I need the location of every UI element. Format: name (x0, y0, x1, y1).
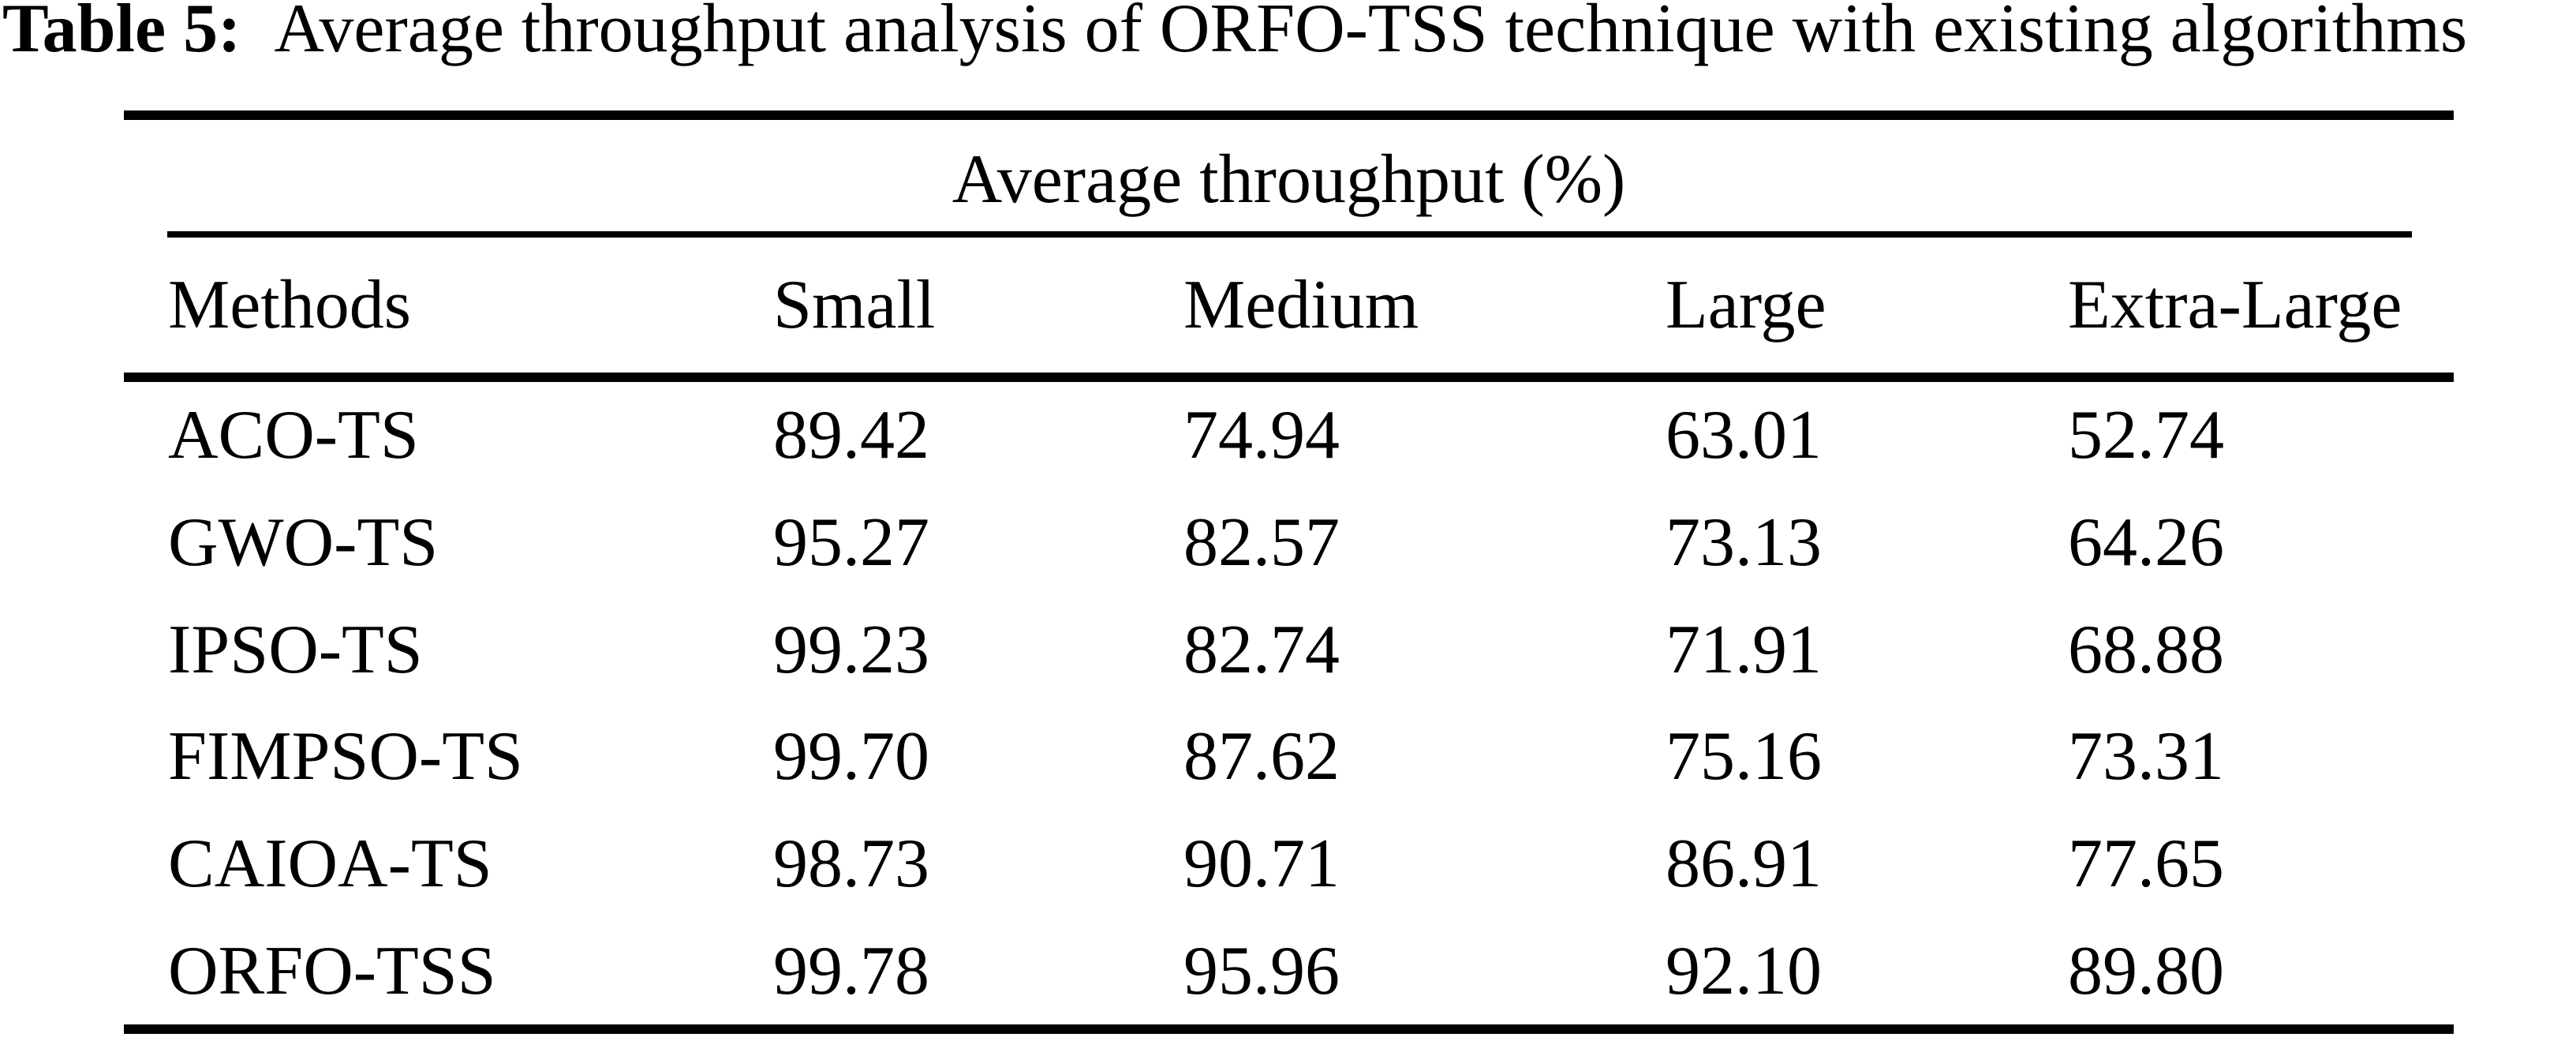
table-row: ACO-TS 89.42 74.94 63.01 52.74 (124, 382, 2454, 489)
method-cell: ACO-TS (168, 397, 419, 474)
col-header-large: Large (1666, 267, 1826, 343)
table-header-row: Methods Small Medium Large Extra-Large (124, 238, 2454, 373)
method-cell: FIMPSO-TS (168, 718, 523, 796)
value-cell-extra-large: 73.31 (2068, 718, 2224, 796)
table-row: FIMPSO-TS 99.70 87.62 75.16 73.31 (124, 703, 2454, 811)
value-cell-large: 73.13 (1666, 504, 1822, 581)
col-header-methods: Methods (168, 267, 411, 343)
table-caption-label: Table 5: (2, 0, 241, 67)
value-cell-small: 89.42 (773, 397, 929, 474)
table-top-rule (124, 110, 2454, 120)
value-cell-small: 98.73 (773, 825, 929, 902)
table-row: IPSO-TS 99.23 82.74 71.91 68.88 (124, 596, 2454, 703)
value-cell-medium: 90.71 (1183, 825, 1340, 902)
table-row: GWO-TS 95.27 82.57 73.13 64.26 (124, 489, 2454, 597)
throughput-table: Average throughput (%) Methods Small Med… (124, 110, 2454, 1034)
value-cell-small: 99.78 (773, 932, 929, 1009)
table-span-header: Average throughput (%) (124, 120, 2454, 231)
value-cell-medium: 95.96 (1183, 932, 1340, 1009)
method-cell: GWO-TS (168, 504, 439, 581)
table-bottom-rule (124, 1024, 2454, 1034)
method-cell: IPSO-TS (168, 611, 423, 688)
value-cell-extra-large: 64.26 (2068, 504, 2224, 581)
value-cell-medium: 82.74 (1183, 611, 1340, 688)
value-cell-small: 99.70 (773, 718, 929, 796)
col-header-small: Small (773, 267, 936, 343)
value-cell-large: 86.91 (1666, 825, 1822, 902)
value-cell-large: 75.16 (1666, 718, 1822, 796)
span-header-underline (167, 231, 2412, 238)
value-cell-extra-large: 77.65 (2068, 825, 2224, 902)
value-cell-extra-large: 52.74 (2068, 397, 2224, 474)
method-cell: ORFO-TSS (168, 932, 496, 1009)
value-cell-large: 92.10 (1666, 932, 1822, 1009)
value-cell-medium: 87.62 (1183, 718, 1340, 796)
table-caption: Table 5: Average throughput analysis of O… (2, 0, 2467, 69)
method-cell: CAIOA-TS (168, 825, 492, 902)
value-cell-extra-large: 68.88 (2068, 611, 2224, 688)
col-header-extra-large: Extra-Large (2068, 267, 2402, 343)
value-cell-medium: 74.94 (1183, 397, 1340, 474)
value-cell-large: 71.91 (1666, 611, 1822, 688)
value-cell-medium: 82.57 (1183, 504, 1340, 581)
table-row: CAIOA-TS 98.73 90.71 86.91 77.65 (124, 811, 2454, 918)
header-bottom-rule (124, 373, 2454, 382)
value-cell-large: 63.01 (1666, 397, 1822, 474)
span-header-label: Average throughput (%) (952, 141, 1626, 218)
table-row: ORFO-TSS 99.78 95.96 92.10 89.80 (124, 917, 2454, 1024)
col-header-medium: Medium (1183, 267, 1419, 343)
value-cell-small: 99.23 (773, 611, 929, 688)
table-caption-text: Average throughput analysis of ORFO-TSS … (274, 0, 2468, 67)
value-cell-extra-large: 89.80 (2068, 932, 2224, 1009)
value-cell-small: 95.27 (773, 504, 929, 581)
